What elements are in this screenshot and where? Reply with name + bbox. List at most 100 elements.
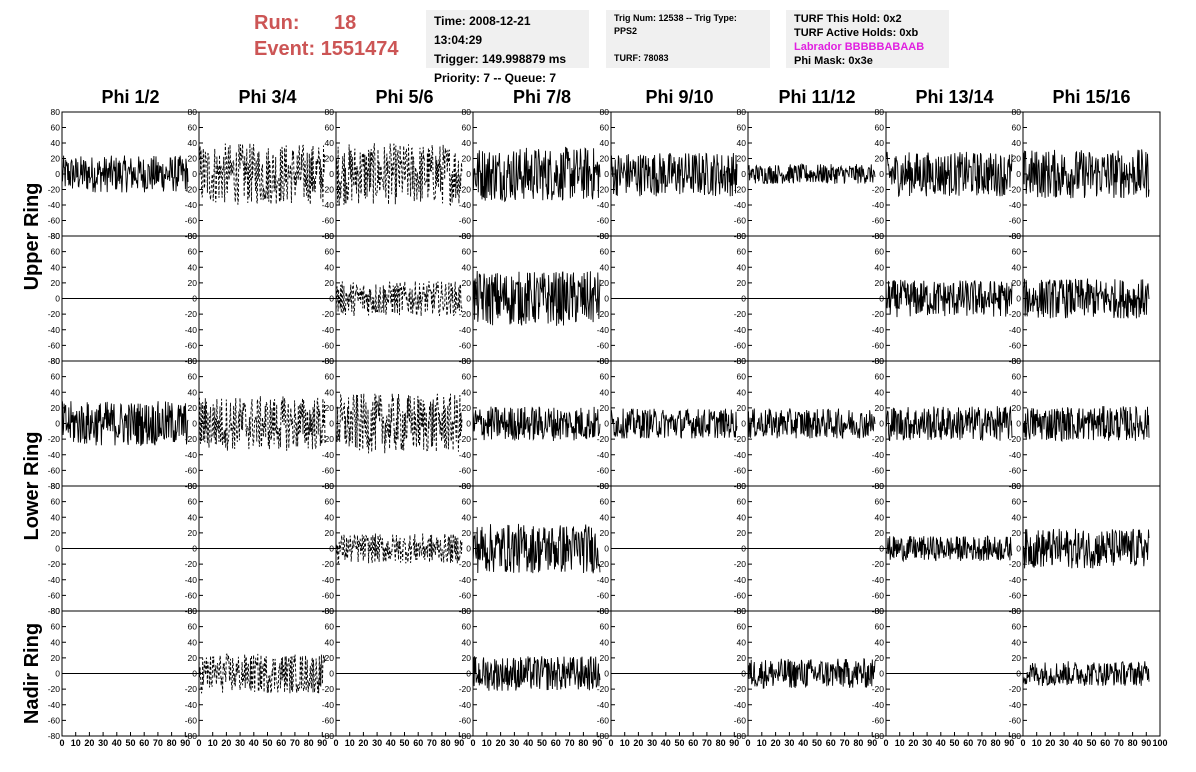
y-tick-label: 20 — [600, 278, 610, 288]
y-tick-label: 60 — [875, 247, 885, 257]
waveform-trace — [472, 270, 601, 326]
y-tick-label: 0 — [1016, 169, 1021, 179]
y-tick-label: -80 — [185, 731, 198, 741]
y-tick-label: -20 — [185, 309, 198, 319]
x-tick-label: 50 — [262, 738, 272, 748]
x-tick-label: 60 — [276, 738, 286, 748]
waveform-trace — [198, 143, 326, 205]
x-tick-label: 20 — [771, 738, 781, 748]
y-tick-label: 80 — [1012, 231, 1022, 241]
row-group-label: Lower Ring — [21, 432, 43, 541]
y-tick-label: 40 — [462, 637, 472, 647]
y-tick-label: 60 — [737, 497, 747, 507]
x-tick-label: 60 — [963, 738, 973, 748]
y-tick-label: 60 — [462, 247, 472, 257]
y-tick-label: 0 — [466, 544, 471, 554]
x-tick-label: 40 — [1073, 738, 1083, 748]
y-tick-label: 20 — [462, 154, 472, 164]
y-tick-label: 0 — [604, 169, 609, 179]
y-tick-label: 80 — [188, 231, 198, 241]
y-tick-label: 80 — [737, 107, 747, 117]
y-tick-label: 40 — [875, 387, 885, 397]
x-tick-label: 20 — [496, 738, 506, 748]
y-tick-label: 20 — [188, 278, 198, 288]
y-tick-label: 80 — [1012, 356, 1022, 366]
y-tick-label: 60 — [325, 372, 335, 382]
x-tick-label: 80 — [1128, 738, 1138, 748]
x-tick-label: 80 — [853, 738, 863, 748]
turf-info-box: TURF This Hold: 0x2 TURF Active Holds: 0… — [786, 10, 949, 68]
y-tick-label: -20 — [185, 434, 198, 444]
waveform-trace — [472, 406, 601, 442]
x-tick-label: 40 — [386, 738, 396, 748]
y-tick-label: -60 — [48, 465, 61, 475]
waveform-trace — [1022, 149, 1150, 199]
y-tick-label: -20 — [322, 309, 335, 319]
y-tick-label: 60 — [462, 497, 472, 507]
x-tick-label: 60 — [1100, 738, 1110, 748]
y-tick-label: -40 — [322, 325, 335, 335]
x-tick-label: 90 — [317, 738, 327, 748]
y-tick-label: -60 — [48, 715, 61, 725]
y-tick-label: 0 — [604, 419, 609, 429]
y-tick-label: 20 — [875, 403, 885, 413]
y-tick-label: -60 — [185, 465, 198, 475]
y-tick-label: -80 — [597, 731, 610, 741]
y-tick-label: 0 — [604, 669, 609, 679]
x-tick-label: 0 — [470, 738, 475, 748]
y-tick-label: 80 — [325, 231, 335, 241]
y-tick-label: -20 — [597, 309, 610, 319]
labrador-text: Labrador BBBBBABAAB — [794, 41, 925, 53]
y-tick-label: 40 — [188, 387, 198, 397]
y-tick-label: 40 — [51, 512, 61, 522]
y-tick-label: 80 — [51, 606, 61, 616]
x-tick-label: 90 — [729, 738, 739, 748]
x-tick-label: 80 — [578, 738, 588, 748]
y-tick-label: 40 — [188, 512, 198, 522]
y-tick-label: 80 — [875, 481, 885, 491]
phi-mask-text: Phi Mask: 0x3e — [794, 55, 873, 67]
y-tick-label: -40 — [48, 200, 61, 210]
x-tick-label: 90 — [592, 738, 602, 748]
y-tick-label: 40 — [600, 512, 610, 522]
y-tick-label: 20 — [875, 528, 885, 538]
y-tick-label: -20 — [48, 559, 61, 569]
y-tick-label: -40 — [185, 200, 198, 210]
y-tick-label: 80 — [325, 606, 335, 616]
y-tick-label: 80 — [737, 231, 747, 241]
y-tick-label: 20 — [1012, 528, 1022, 538]
trig-info-box: Trig Num: 12538 -- Trig Type: PPS2 TURF:… — [606, 10, 770, 68]
y-tick-label: -60 — [597, 465, 610, 475]
y-tick-label: -60 — [459, 590, 472, 600]
x-tick-label: 40 — [523, 738, 533, 748]
y-tick-label: -20 — [872, 684, 885, 694]
waveform-trace — [747, 658, 876, 689]
x-tick-label: 10 — [757, 738, 767, 748]
time-text: Time: 2008-12-21 13:04:29 — [434, 14, 531, 47]
y-tick-label: 80 — [51, 481, 61, 491]
y-tick-label: -40 — [734, 575, 747, 585]
x-tick-label: 80 — [716, 738, 726, 748]
y-tick-label: 60 — [600, 497, 610, 507]
x-tick-label: 10 — [71, 738, 81, 748]
y-tick-label: 20 — [188, 528, 198, 538]
x-tick-label: 30 — [784, 738, 794, 748]
y-tick-label: 40 — [462, 262, 472, 272]
y-tick-label: 60 — [51, 622, 61, 632]
x-tick-label: 90 — [180, 738, 190, 748]
y-tick-label: -20 — [1009, 185, 1022, 195]
y-tick-label: -40 — [597, 200, 610, 210]
x-tick-label: 80 — [441, 738, 451, 748]
waveform-trace — [61, 401, 189, 446]
y-tick-label: 20 — [51, 403, 61, 413]
y-tick-label: 80 — [600, 356, 610, 366]
